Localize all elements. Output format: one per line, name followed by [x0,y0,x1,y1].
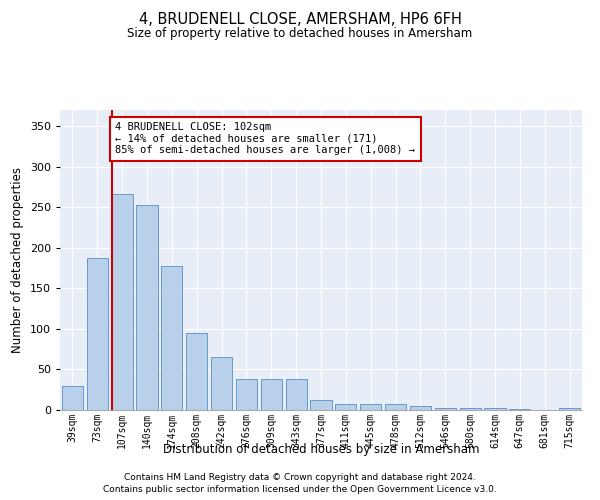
Bar [385,404,406,410]
Text: Distribution of detached houses by size in Amersham: Distribution of detached houses by size … [163,442,479,456]
Text: 4, BRUDENELL CLOSE, AMERSHAM, HP6 6FH: 4, BRUDENELL CLOSE, AMERSHAM, HP6 6FH [139,12,461,28]
Bar [112,194,133,410]
Bar [509,409,530,410]
Y-axis label: Number of detached properties: Number of detached properties [11,167,24,353]
Text: 4 BRUDENELL CLOSE: 102sqm
← 14% of detached houses are smaller (171)
85% of semi: 4 BRUDENELL CLOSE: 102sqm ← 14% of detac… [115,122,415,156]
Bar [460,408,481,410]
Bar [310,400,332,410]
Bar [360,404,381,410]
Text: Contains HM Land Registry data © Crown copyright and database right 2024.: Contains HM Land Registry data © Crown c… [124,472,476,482]
Bar [484,408,506,410]
Bar [286,379,307,410]
Bar [186,333,207,410]
Bar [87,258,108,410]
Bar [410,406,431,410]
Bar [236,379,257,410]
Bar [261,379,282,410]
Bar [136,205,158,410]
Text: Size of property relative to detached houses in Amersham: Size of property relative to detached ho… [127,28,473,40]
Bar [211,358,232,410]
Bar [559,408,580,410]
Bar [435,408,456,410]
Bar [62,386,83,410]
Text: Contains public sector information licensed under the Open Government Licence v3: Contains public sector information licen… [103,485,497,494]
Bar [335,404,356,410]
Bar [161,266,182,410]
